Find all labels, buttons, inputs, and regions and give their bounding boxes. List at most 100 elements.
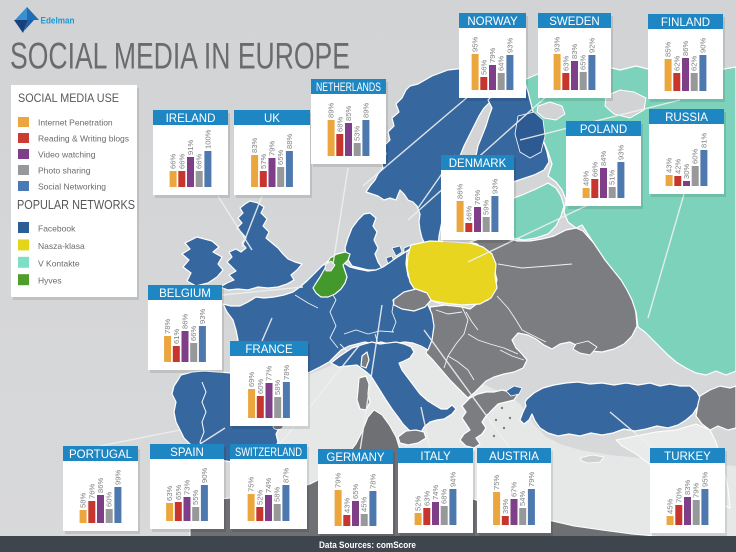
svg-text:65%: 65% bbox=[174, 485, 183, 500]
svg-text:Nasza-klasa: Nasza-klasa bbox=[38, 241, 85, 251]
svg-text:74%: 74% bbox=[264, 478, 273, 493]
svg-text:78%: 78% bbox=[163, 319, 172, 334]
svg-text:81%: 81% bbox=[699, 133, 708, 148]
svg-text:45%: 45% bbox=[666, 499, 675, 514]
svg-text:85%: 85% bbox=[664, 42, 673, 57]
svg-text:68%: 68% bbox=[335, 117, 344, 132]
svg-text:NORWAY: NORWAY bbox=[467, 16, 518, 28]
svg-text:SOCIAL MEDIA IN EUROPE: SOCIAL MEDIA IN EUROPE bbox=[10, 36, 350, 77]
svg-text:70%: 70% bbox=[674, 488, 683, 503]
svg-text:66%: 66% bbox=[189, 326, 198, 341]
svg-text:52%: 52% bbox=[255, 490, 264, 505]
svg-text:SWEDEN: SWEDEN bbox=[549, 16, 599, 28]
svg-text:39%: 39% bbox=[501, 499, 510, 514]
svg-text:48%: 48% bbox=[582, 171, 591, 186]
svg-text:87%: 87% bbox=[281, 468, 290, 483]
svg-text:60%: 60% bbox=[691, 149, 700, 164]
svg-text:Social Networking: Social Networking bbox=[38, 182, 106, 192]
svg-text:68%: 68% bbox=[440, 489, 449, 504]
svg-text:58%: 58% bbox=[273, 487, 282, 502]
svg-text:88%: 88% bbox=[285, 134, 294, 149]
svg-text:63%: 63% bbox=[422, 491, 431, 506]
svg-text:53%: 53% bbox=[353, 126, 362, 141]
svg-text:Video watching: Video watching bbox=[38, 150, 96, 160]
svg-text:92%: 92% bbox=[587, 38, 596, 53]
svg-text:86%: 86% bbox=[681, 41, 690, 56]
svg-text:42%: 42% bbox=[673, 159, 682, 174]
svg-text:Facebook: Facebook bbox=[38, 224, 76, 234]
svg-text:69%: 69% bbox=[247, 372, 256, 387]
svg-text:63%: 63% bbox=[561, 56, 570, 71]
svg-text:86%: 86% bbox=[181, 314, 190, 329]
svg-text:83%: 83% bbox=[250, 138, 259, 153]
svg-text:77%: 77% bbox=[265, 366, 274, 381]
svg-text:79%: 79% bbox=[527, 472, 536, 487]
svg-text:83%: 83% bbox=[570, 44, 579, 59]
svg-text:46%: 46% bbox=[464, 206, 473, 221]
svg-text:SPAIN: SPAIN bbox=[170, 447, 204, 459]
svg-text:SWITZERLAND: SWITZERLAND bbox=[235, 447, 302, 459]
svg-text:FINLAND: FINLAND bbox=[661, 17, 710, 29]
svg-text:66%: 66% bbox=[195, 154, 204, 169]
svg-text:Hyves: Hyves bbox=[38, 276, 62, 286]
svg-text:43%: 43% bbox=[665, 158, 674, 173]
svg-text:62%: 62% bbox=[690, 56, 699, 71]
svg-text:76%: 76% bbox=[87, 484, 96, 499]
svg-text:79%: 79% bbox=[692, 483, 701, 498]
svg-text:75%: 75% bbox=[492, 475, 501, 490]
svg-text:100%: 100% bbox=[203, 129, 212, 149]
svg-text:54%: 54% bbox=[518, 491, 527, 506]
svg-text:93%: 93% bbox=[198, 309, 207, 324]
svg-text:UK: UK bbox=[264, 113, 280, 125]
svg-text:90%: 90% bbox=[200, 468, 209, 483]
svg-text:DENMARK: DENMARK bbox=[449, 158, 507, 170]
svg-text:89%: 89% bbox=[361, 103, 370, 118]
svg-text:91%: 91% bbox=[186, 140, 195, 155]
svg-text:IRELAND: IRELAND bbox=[166, 113, 216, 125]
svg-text:93%: 93% bbox=[553, 37, 562, 52]
svg-text:43%: 43% bbox=[342, 498, 351, 513]
svg-text:TURKEY: TURKEY bbox=[664, 451, 711, 463]
svg-text:52%: 52% bbox=[414, 496, 423, 511]
svg-text:56%: 56% bbox=[479, 60, 488, 75]
svg-text:85%: 85% bbox=[344, 106, 353, 121]
svg-text:99%: 99% bbox=[113, 470, 122, 485]
svg-text:Data Sources: comScore: Data Sources: comScore bbox=[319, 540, 416, 551]
svg-text:75%: 75% bbox=[247, 477, 256, 492]
svg-text:58%: 58% bbox=[79, 493, 88, 508]
svg-text:59%: 59% bbox=[482, 200, 491, 215]
svg-text:POLAND: POLAND bbox=[580, 124, 627, 136]
svg-text:66%: 66% bbox=[169, 154, 178, 169]
svg-text:79%: 79% bbox=[488, 48, 497, 63]
svg-text:66%: 66% bbox=[177, 154, 186, 169]
svg-text:60%: 60% bbox=[256, 379, 265, 394]
svg-text:67%: 67% bbox=[510, 482, 519, 497]
svg-text:GERMANY: GERMANY bbox=[326, 452, 384, 464]
svg-text:45%: 45% bbox=[360, 497, 369, 512]
svg-text:73%: 73% bbox=[183, 480, 192, 495]
svg-text:51%: 51% bbox=[608, 170, 617, 185]
svg-text:64%: 64% bbox=[497, 56, 506, 71]
svg-text:V Kontakte: V Kontakte bbox=[38, 258, 80, 268]
svg-text:55%: 55% bbox=[191, 490, 200, 505]
svg-text:BELGIUM: BELGIUM bbox=[159, 288, 211, 300]
svg-text:79%: 79% bbox=[334, 473, 343, 488]
svg-text:63%: 63% bbox=[165, 486, 174, 501]
svg-text:89%: 89% bbox=[327, 103, 336, 118]
svg-text:90%: 90% bbox=[698, 38, 707, 53]
svg-text:86%: 86% bbox=[456, 184, 465, 199]
svg-text:SOCIAL MEDIA USE: SOCIAL MEDIA USE bbox=[18, 91, 119, 105]
svg-text:78%: 78% bbox=[368, 474, 377, 489]
svg-text:62%: 62% bbox=[672, 56, 681, 71]
svg-text:65%: 65% bbox=[351, 484, 360, 499]
svg-text:65%: 65% bbox=[579, 55, 588, 70]
svg-text:Internet Penetration: Internet Penetration bbox=[38, 118, 113, 128]
svg-text:ITALY: ITALY bbox=[420, 451, 451, 463]
svg-text:Edelman: Edelman bbox=[41, 16, 75, 26]
svg-text:PORTUGAL: PORTUGAL bbox=[69, 449, 133, 461]
svg-text:95%: 95% bbox=[471, 37, 480, 52]
svg-text:95%: 95% bbox=[700, 472, 709, 487]
svg-text:93%: 93% bbox=[616, 145, 625, 160]
svg-text:84%: 84% bbox=[599, 151, 608, 166]
svg-text:57%: 57% bbox=[259, 154, 268, 169]
